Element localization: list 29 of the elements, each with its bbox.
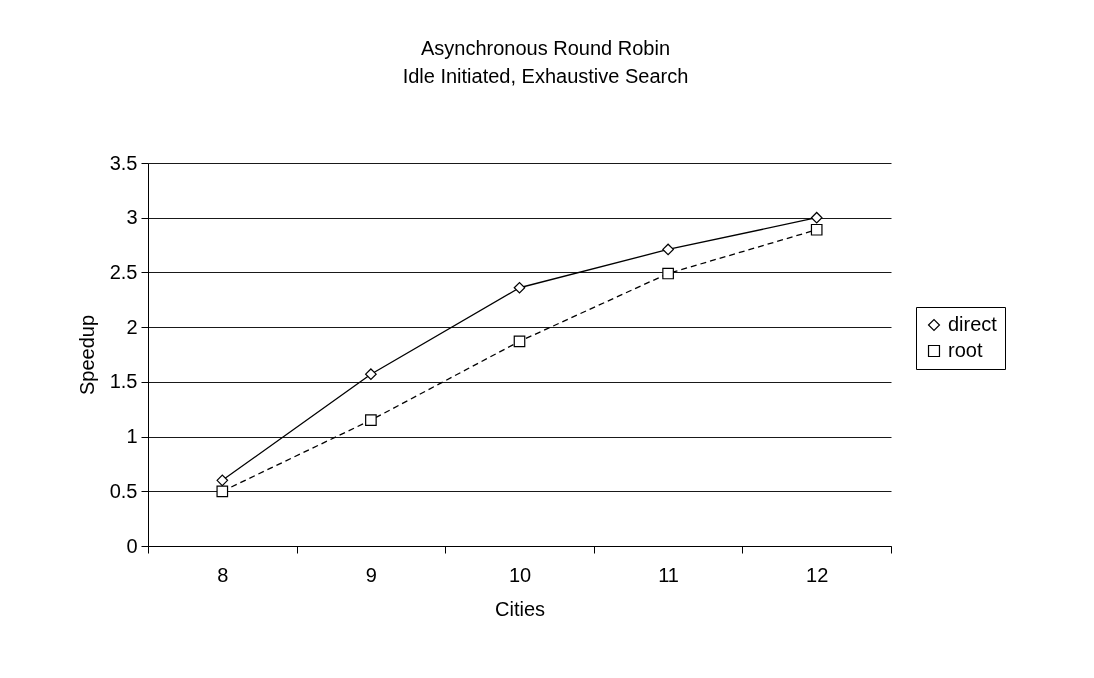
x-tick-label: 11: [658, 563, 679, 586]
y-tick-label: 3.5: [109, 151, 138, 174]
x-tick-label: 9: [365, 563, 377, 586]
y-tick-label: 0: [126, 534, 138, 557]
x-tick-label: 12: [806, 563, 829, 586]
point: [513, 335, 526, 348]
point: [216, 474, 229, 487]
point: [216, 485, 229, 498]
chart-subtitle: Idle Initiated, Exhaustive Search: [402, 65, 689, 87]
y-tick-label: 2: [126, 315, 138, 338]
legend-label: root: [948, 339, 983, 361]
point: [810, 223, 823, 236]
x-tick-label: 10: [508, 563, 532, 586]
point: [365, 368, 377, 381]
point: [662, 267, 674, 280]
chart-title: Asynchronous Round Robin: [420, 37, 671, 59]
y-tick-label: 1: [126, 425, 138, 448]
y-tick-label: 3: [126, 206, 138, 229]
x-axis-title: Cities: [494, 597, 546, 620]
point: [810, 211, 823, 224]
y-axis-title: Speedup: [75, 314, 98, 396]
point: [513, 281, 526, 294]
x-tick-label: 8: [217, 563, 229, 586]
point: [662, 243, 674, 256]
legend-label: direct: [948, 313, 998, 335]
y-tick-label: 1.5: [109, 370, 138, 393]
y-tick-label: 2.5: [109, 260, 138, 283]
point: [365, 414, 377, 426]
y-tick-label: 0.5: [109, 479, 138, 502]
